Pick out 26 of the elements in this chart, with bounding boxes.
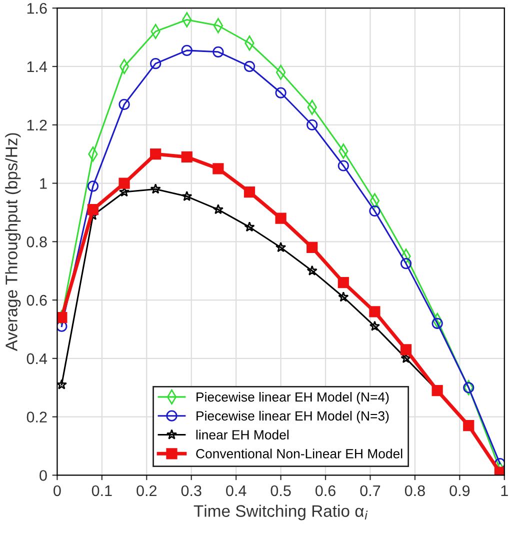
- x-tick-label: 0.4: [226, 485, 246, 496]
- x-tick-label: 0.5: [270, 485, 291, 496]
- x-tick-label: 0.6: [316, 485, 336, 496]
- x-tick-label: 0.7: [360, 485, 380, 496]
- x-tick-label: 0: [54, 485, 61, 496]
- legend-label: linear EH Model: [196, 430, 288, 440]
- y-tick-label: 0.2: [26, 412, 47, 422]
- legend-label: Conventional Non-Linear EH Model: [196, 448, 402, 458]
- y-tick-label: 0: [40, 470, 47, 481]
- y-tick-label: 0.6: [26, 294, 47, 306]
- y-tick-label: 0.8: [26, 236, 47, 248]
- x-axis-title: Time Switching Ratio α$_{i}$: [194, 504, 368, 520]
- x-tick-label: 0.1: [92, 485, 112, 496]
- y-axis-title: Average Throughput (bps/Hz): [5, 133, 21, 352]
- y-tick-label: 1.6: [27, 2, 47, 14]
- legend-label: Piecewise linear EH Model (N=3): [196, 410, 389, 424]
- y-tick-label: 1: [40, 178, 47, 189]
- x-tick-label: 1: [501, 485, 508, 496]
- y-tick-label: 1.2: [27, 120, 47, 130]
- legend-label: Piecewise linear EH Model (N=4): [196, 392, 389, 404]
- y-tick-label: 1.4: [27, 62, 48, 72]
- x-tick-label: 0.2: [136, 485, 156, 496]
- x-tick-label: 0.9: [450, 485, 470, 496]
- y-tick-label: 0.4: [26, 353, 48, 364]
- x-tick-label: 0.3: [181, 485, 202, 496]
- x-tick-label: 0.8: [404, 485, 425, 496]
